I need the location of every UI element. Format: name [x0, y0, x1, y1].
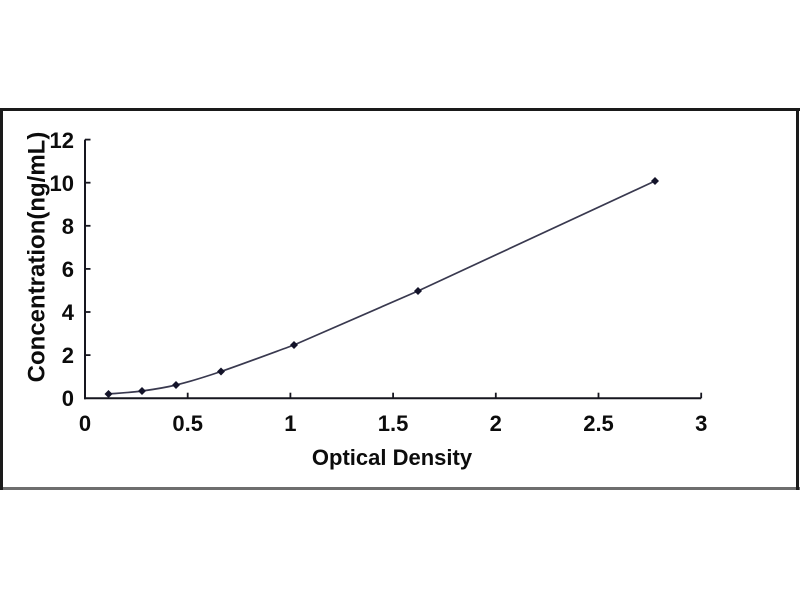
svg-text:2.5: 2.5 — [583, 411, 614, 436]
svg-text:10: 10 — [50, 171, 74, 196]
svg-text:12: 12 — [50, 128, 74, 153]
svg-text:4: 4 — [62, 300, 75, 325]
svg-text:Concentration(ng/mL): Concentration(ng/mL) — [24, 132, 51, 383]
svg-text:8: 8 — [62, 214, 74, 239]
svg-text:6: 6 — [62, 257, 74, 282]
svg-text:1: 1 — [284, 411, 296, 436]
svg-text:1.5: 1.5 — [378, 411, 409, 436]
svg-text:2: 2 — [490, 411, 502, 436]
svg-text:Optical Density: Optical Density — [312, 445, 473, 470]
svg-text:0.5: 0.5 — [172, 411, 203, 436]
svg-text:3: 3 — [695, 411, 707, 436]
svg-text:0: 0 — [62, 386, 74, 411]
svg-text:0: 0 — [79, 411, 91, 436]
svg-text:2: 2 — [62, 343, 74, 368]
